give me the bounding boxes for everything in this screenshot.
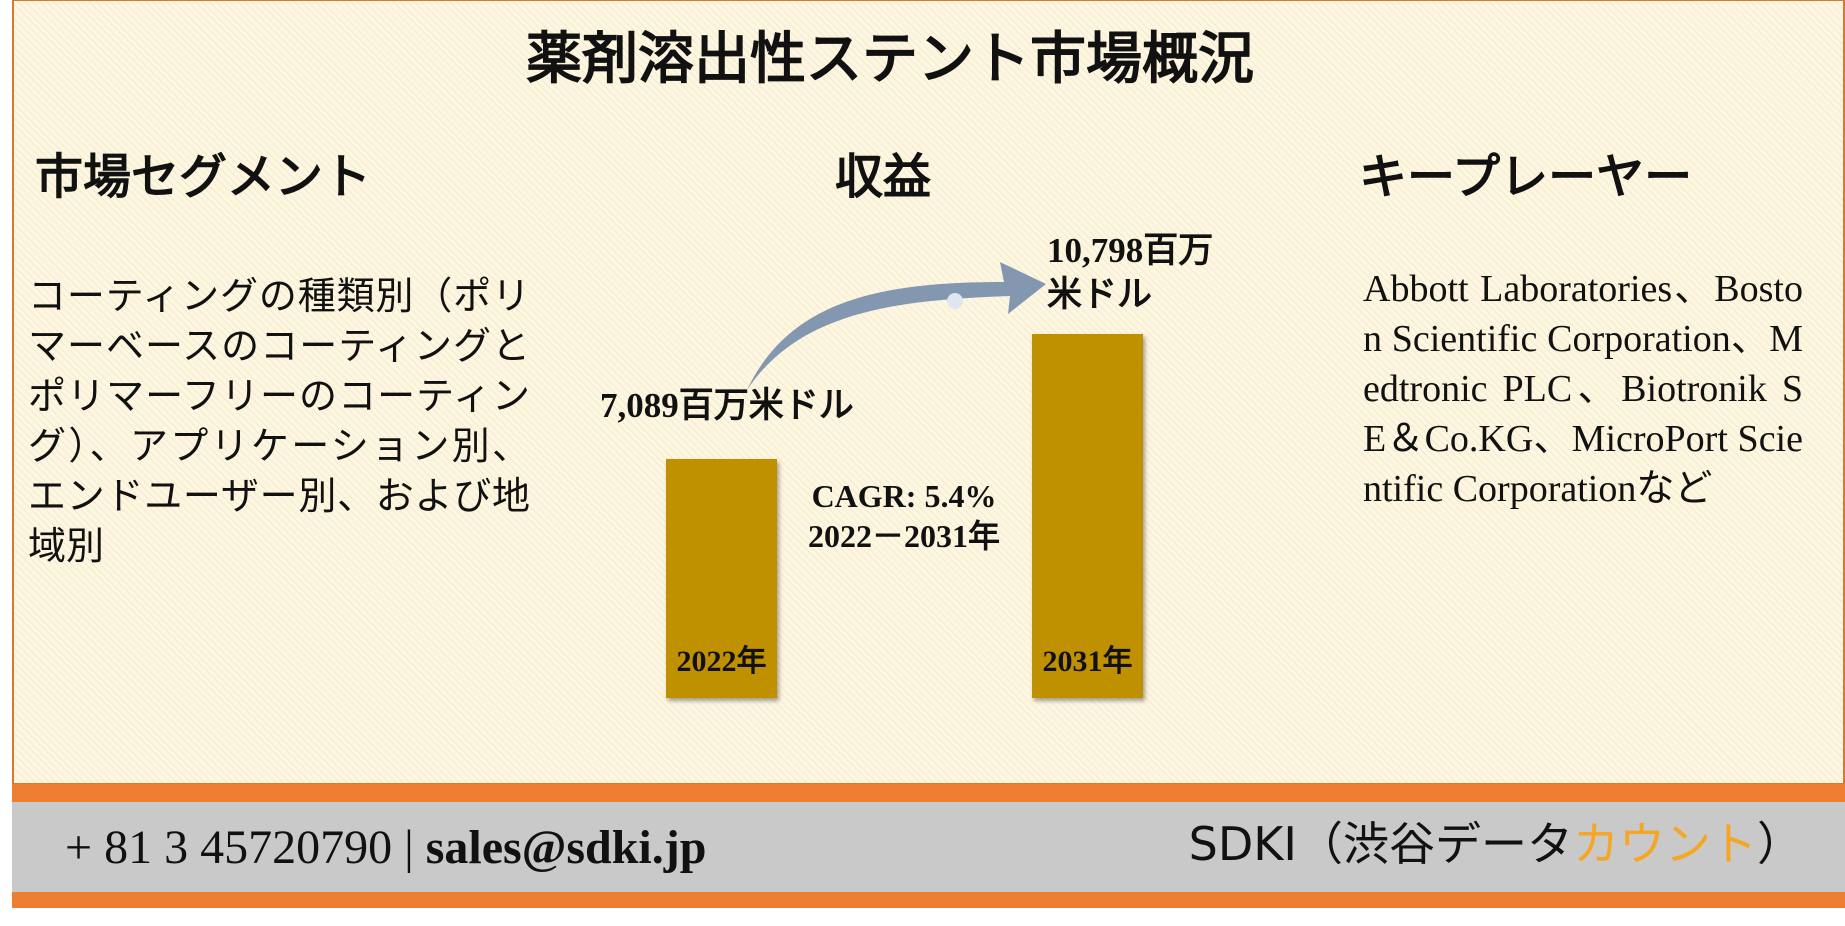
email: sales@sdki.jp [425,821,707,874]
value-label: 10,798百万米ドル [1047,231,1214,314]
players-heading: キープレーヤー [1359,151,1693,204]
brand-accent: カウント [1573,817,1757,871]
arrow-layer [747,262,1046,390]
bar [1032,334,1143,698]
phone: + 81 3 45720790 [65,821,393,874]
brand-name: SDKI（渋谷データ [1188,817,1573,871]
footer-band-bottom [12,892,1845,908]
revenue-heading: 収益 [834,151,931,204]
page-title: 薬剤溶出性ステント市場概況 [526,29,1254,91]
arrow-dot [947,293,963,309]
revenue-chart: 2022年 7,089百万米ドル 2031年 10,798百万米ドル CAGR: 5.4… [600,231,1214,698]
contact: + 81 3 45720790 | sales@sdki.jp [65,820,706,876]
category-label: 2031年 [1042,645,1133,678]
category-label: 2022年 [676,645,767,678]
brand-end: ） [1757,817,1803,871]
footer-bar [12,802,1845,892]
footer-band-top [12,784,1845,802]
segments-heading: 市場セグメント [35,151,372,204]
brand: SDKI（渋谷データカウント） [1189,816,1803,872]
main-panel [12,0,1845,785]
bar [666,459,777,698]
annotation: 2022－2031年 [807,518,1000,554]
growth-arrow [747,262,1046,390]
separator: | [404,821,414,874]
value-label: 7,089百万米ドル [600,386,854,425]
segments-text: コーティングの種類別（ポリマーベースのコーティングとポリマーフリーのコーティング… [28,276,530,568]
players-text: Abbott Laboratories、Boston Scientific Co… [1363,268,1803,510]
annotation: CAGR: 5.4% [811,478,997,514]
